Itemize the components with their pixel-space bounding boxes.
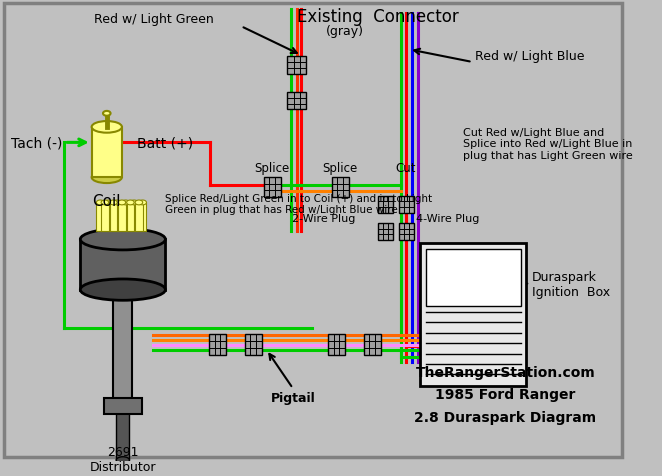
- Bar: [110, 203, 117, 232]
- Ellipse shape: [122, 200, 130, 206]
- Bar: [105, 203, 113, 232]
- Text: 2.8 Duraspark Diagram: 2.8 Duraspark Diagram: [414, 410, 596, 424]
- Ellipse shape: [91, 122, 122, 133]
- Bar: [399, 196, 414, 214]
- Ellipse shape: [105, 200, 113, 206]
- Text: Cut: Cut: [395, 162, 416, 175]
- Bar: [97, 203, 104, 232]
- Bar: [126, 203, 134, 232]
- Text: Red w/ Light Green: Red w/ Light Green: [95, 13, 214, 26]
- Bar: [80, 240, 166, 290]
- Bar: [209, 335, 226, 356]
- Ellipse shape: [135, 200, 143, 206]
- Text: Splice: Splice: [254, 162, 290, 175]
- Bar: [130, 203, 138, 232]
- Text: Cut Red w/Light Blue and
Splice into Red w/Light Blue in
plug that has Light Gre: Cut Red w/Light Blue and Splice into Red…: [463, 128, 633, 161]
- Bar: [245, 335, 261, 356]
- Text: Pigtail: Pigtail: [271, 392, 315, 405]
- Bar: [328, 335, 345, 356]
- Ellipse shape: [117, 457, 130, 464]
- Text: Red w/ Light Blue: Red w/ Light Blue: [475, 50, 585, 62]
- Bar: [263, 178, 281, 197]
- Bar: [399, 223, 414, 241]
- Text: Batt (+): Batt (+): [137, 136, 193, 150]
- Text: 1985 Ford Ranger: 1985 Ford Ranger: [436, 387, 576, 402]
- Bar: [139, 203, 146, 232]
- Ellipse shape: [97, 200, 104, 206]
- Ellipse shape: [80, 229, 166, 250]
- Text: 2-Wire Plug: 2-Wire Plug: [292, 214, 355, 223]
- Bar: [117, 412, 130, 460]
- Bar: [287, 93, 306, 110]
- Bar: [332, 178, 349, 197]
- Bar: [420, 244, 526, 387]
- Text: Existing  Connector: Existing Connector: [297, 8, 459, 26]
- Text: 2691
Distributor: 2691 Distributor: [89, 445, 156, 473]
- Text: (gray): (gray): [326, 25, 364, 38]
- Text: Tach (-): Tach (-): [11, 136, 63, 150]
- Ellipse shape: [91, 172, 122, 184]
- Ellipse shape: [110, 200, 117, 206]
- Ellipse shape: [101, 200, 109, 206]
- Bar: [364, 335, 381, 356]
- Ellipse shape: [103, 112, 111, 117]
- Bar: [122, 203, 130, 232]
- Text: Splice Red/Light Green in to Coil (+) and in to Light
Green in plug that has Red: Splice Red/Light Green in to Coil (+) an…: [166, 193, 432, 215]
- Bar: [118, 203, 126, 232]
- Bar: [426, 249, 520, 307]
- Bar: [287, 57, 306, 74]
- Text: 4-Wire Plug: 4-Wire Plug: [416, 214, 479, 223]
- Bar: [378, 223, 393, 241]
- Bar: [135, 203, 143, 232]
- Bar: [113, 203, 121, 232]
- Text: Duraspark
Ignition  Box: Duraspark Ignition Box: [532, 271, 610, 298]
- Bar: [101, 203, 109, 232]
- Ellipse shape: [139, 200, 146, 206]
- Bar: [104, 398, 142, 414]
- Text: TheRangerStation.com: TheRangerStation.com: [416, 366, 595, 379]
- Bar: [113, 298, 132, 406]
- Ellipse shape: [80, 279, 166, 301]
- Text: Splice: Splice: [322, 162, 357, 175]
- Ellipse shape: [118, 200, 126, 206]
- Ellipse shape: [126, 200, 134, 206]
- Text: Coil: Coil: [93, 193, 121, 208]
- Bar: [378, 196, 393, 214]
- Ellipse shape: [130, 200, 138, 206]
- Ellipse shape: [113, 200, 121, 206]
- Bar: [91, 128, 122, 178]
